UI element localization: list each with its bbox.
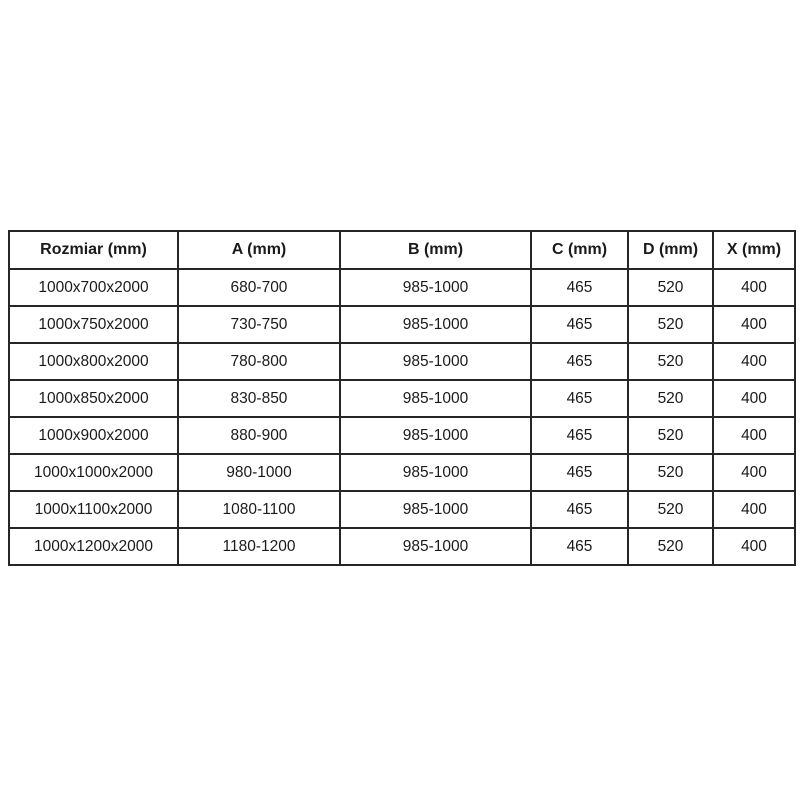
table-cell: 465 (530, 453, 629, 492)
table-header-row: Rozmiar (mm) A (mm) B (mm) C (mm) D (mm)… (8, 230, 796, 270)
table-cell: 400 (712, 453, 796, 492)
table-cell: 465 (530, 527, 629, 566)
column-header-a: A (mm) (177, 230, 341, 270)
table-cell: 520 (627, 305, 714, 344)
table-row: 1000x1000x2000 980-1000 985-1000 465 520 400 (8, 453, 796, 492)
table-cell: 400 (712, 490, 796, 529)
table-cell: 985-1000 (339, 416, 532, 455)
table-cell: 1000x1200x2000 (8, 527, 179, 566)
table-cell: 400 (712, 305, 796, 344)
table-row: 1000x1100x2000 1080-1100 985-1000 465 520 400 (8, 490, 796, 529)
table-cell: 1180-1200 (177, 527, 341, 566)
table-cell: 465 (530, 416, 629, 455)
table-cell: 1000x850x2000 (8, 379, 179, 418)
table-cell: 465 (530, 305, 629, 344)
table-cell: 520 (627, 379, 714, 418)
table-cell: 1000x800x2000 (8, 342, 179, 381)
table-cell: 520 (627, 453, 714, 492)
table-cell: 465 (530, 268, 629, 307)
table-cell: 985-1000 (339, 527, 532, 566)
table-cell: 730-750 (177, 305, 341, 344)
table-cell: 400 (712, 527, 796, 566)
table-cell: 1000x750x2000 (8, 305, 179, 344)
dimensions-table: Rozmiar (mm) A (mm) B (mm) C (mm) D (mm)… (8, 230, 796, 566)
table-cell: 520 (627, 490, 714, 529)
table-cell: 985-1000 (339, 453, 532, 492)
table-cell: 985-1000 (339, 379, 532, 418)
table-cell: 680-700 (177, 268, 341, 307)
column-header-b: B (mm) (339, 230, 532, 270)
table-cell: 520 (627, 268, 714, 307)
column-header-d: D (mm) (627, 230, 714, 270)
dimensions-table-container: Rozmiar (mm) A (mm) B (mm) C (mm) D (mm)… (8, 230, 796, 566)
table-cell: 985-1000 (339, 490, 532, 529)
table-cell: 830-850 (177, 379, 341, 418)
table-cell: 980-1000 (177, 453, 341, 492)
table-row: 1000x1200x2000 1180-1200 985-1000 465 520 400 (8, 527, 796, 566)
column-header-c: C (mm) (530, 230, 629, 270)
column-header-x: X (mm) (712, 230, 796, 270)
table-body: 1000x700x2000 680-700 985-1000 465 520 400 100… (8, 268, 796, 566)
table-cell: 520 (627, 416, 714, 455)
table-cell: 1080-1100 (177, 490, 341, 529)
table-cell: 1000x700x2000 (8, 268, 179, 307)
table-cell: 985-1000 (339, 268, 532, 307)
table-cell: 1000x1000x2000 (8, 453, 179, 492)
table-cell: 780-800 (177, 342, 341, 381)
table-cell: 400 (712, 379, 796, 418)
column-header-rozmiar: Rozmiar (mm) (8, 230, 179, 270)
table-cell: 400 (712, 342, 796, 381)
table-cell: 465 (530, 379, 629, 418)
table-row: 1000x850x2000 830-850 985-1000 465 520 400 (8, 379, 796, 418)
table-cell: 465 (530, 342, 629, 381)
table-cell: 985-1000 (339, 342, 532, 381)
table-cell: 1000x900x2000 (8, 416, 179, 455)
table-cell: 465 (530, 490, 629, 529)
table-cell: 1000x1100x2000 (8, 490, 179, 529)
table-cell: 520 (627, 527, 714, 566)
table-cell: 400 (712, 416, 796, 455)
table-row: 1000x750x2000 730-750 985-1000 465 520 400 (8, 305, 796, 344)
table-cell: 520 (627, 342, 714, 381)
table-row: 1000x900x2000 880-900 985-1000 465 520 400 (8, 416, 796, 455)
table-cell: 880-900 (177, 416, 341, 455)
table-cell: 985-1000 (339, 305, 532, 344)
table-cell: 400 (712, 268, 796, 307)
table-row: 1000x700x2000 680-700 985-1000 465 520 400 (8, 268, 796, 307)
table-row: 1000x800x2000 780-800 985-1000 465 520 400 (8, 342, 796, 381)
